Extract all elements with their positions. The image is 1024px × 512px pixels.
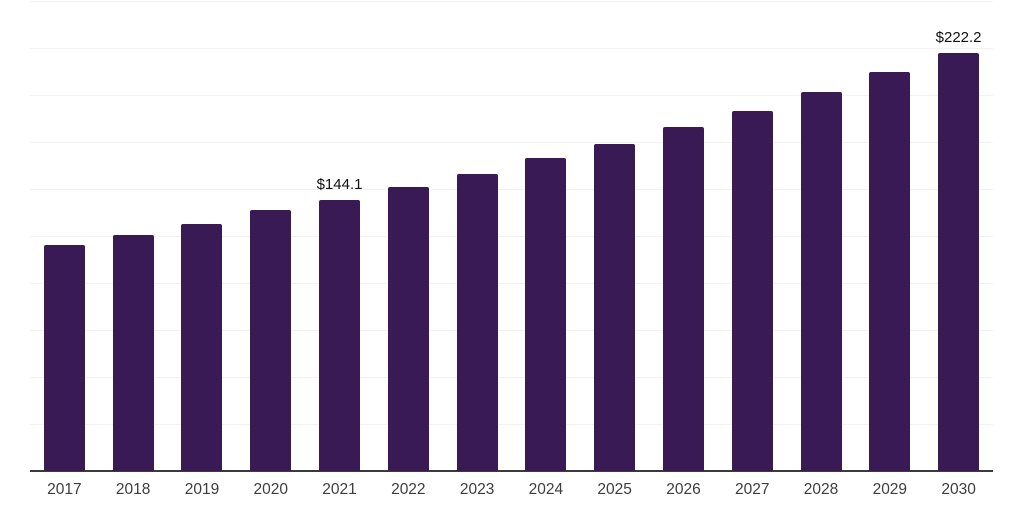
gridline-25 [30,423,993,425]
bar-value-label-2030: $222.2 [935,29,982,47]
bar-2023 [456,173,498,471]
gridline-50 [30,376,993,378]
x-tick-2025: 2025 [597,481,632,498]
x-tick-2024: 2024 [528,481,564,498]
x-tick-2026: 2026 [666,481,701,498]
x-tick-2029: 2029 [872,481,908,498]
x-tick-2020: 2020 [253,481,288,498]
x-tick-2019: 2019 [184,481,220,498]
bar-2024 [525,157,567,471]
bar-2018 [112,235,154,471]
gridline-125 [30,235,993,237]
bar-2017 [43,244,85,471]
gridline-150 [30,188,993,190]
x-tick-2018: 2018 [115,481,151,498]
x-tick-2030: 2030 [941,481,976,498]
x-tick-2022: 2022 [391,481,426,498]
gridline-225 [30,47,993,49]
bar-2019 [181,223,223,471]
x-tick-2021: 2021 [322,481,357,498]
bar-2029 [869,71,911,471]
x-tick-2027: 2027 [735,481,770,498]
x-tick-2023: 2023 [459,481,495,498]
bar-value-label-2021: $144.1 [316,175,363,193]
gridline-200 [30,94,993,96]
gridline-75 [30,329,993,331]
plot-area: $144.1 $222.2 [30,1,993,472]
bar-2021 [319,199,361,471]
gridline-250 [30,1,993,2]
bar-2030 [938,53,980,471]
bar-2025 [594,143,636,471]
bar-2022 [387,186,429,471]
gridline-100 [30,282,993,284]
bar-2028 [800,91,842,471]
gridline-175 [30,141,993,143]
x-axis: 2017 2018 2019 2020 2021 2022 2023 2024 2025 2026… [30,481,993,505]
x-axis-line [30,469,993,472]
bar-2026 [662,126,704,471]
x-tick-2028: 2028 [803,481,839,498]
bar-2020 [250,210,292,471]
x-tick-2017: 2017 [47,481,82,498]
bar-2027 [731,110,773,471]
